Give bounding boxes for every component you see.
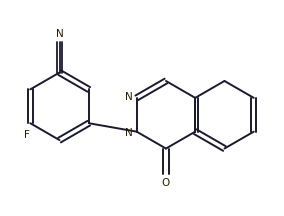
Text: N: N	[56, 29, 63, 39]
Text: O: O	[162, 178, 170, 188]
Text: F: F	[24, 130, 30, 140]
Text: N: N	[125, 128, 132, 138]
Text: N: N	[125, 92, 132, 102]
